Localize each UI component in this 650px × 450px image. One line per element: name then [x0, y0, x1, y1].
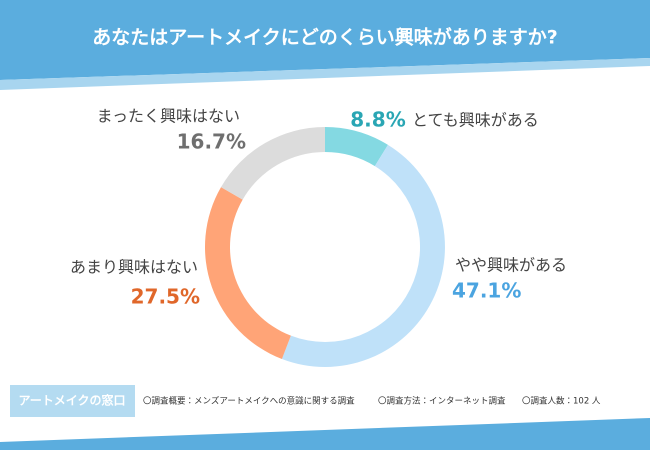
footer-note: 〇調査概要：メンズアートメイクへの意識に関する調査	[143, 396, 355, 407]
footer-band	[0, 418, 650, 450]
donut-slice	[325, 127, 388, 167]
donut-slice	[204, 187, 291, 359]
slice-name: とても興味がある	[412, 111, 539, 130]
footer-badge-box	[10, 385, 135, 417]
slice-value: 47.1%	[452, 279, 521, 303]
slice-value: 16.7%	[177, 130, 246, 154]
footer-note: 〇調査方法：インターネット調査	[378, 396, 506, 407]
footer-note: 〇調査人数：102 人	[522, 396, 601, 407]
header-stripe	[0, 58, 650, 90]
footer-badge: アートメイクの窓口	[18, 393, 125, 408]
donut-slice	[221, 127, 325, 200]
donut-slice	[281, 144, 445, 367]
slice-name: あまり興味はない	[70, 258, 198, 277]
slice-name: まったく興味はない	[97, 107, 240, 126]
slice-name: やや興味がある	[455, 256, 567, 275]
chart-title: あなたはアートメイクにどのくらい興味がありますか?	[92, 26, 558, 49]
header-band	[0, 0, 650, 80]
slice-value: 8.8%	[350, 108, 405, 132]
slice-value: 27.5%	[131, 285, 200, 309]
